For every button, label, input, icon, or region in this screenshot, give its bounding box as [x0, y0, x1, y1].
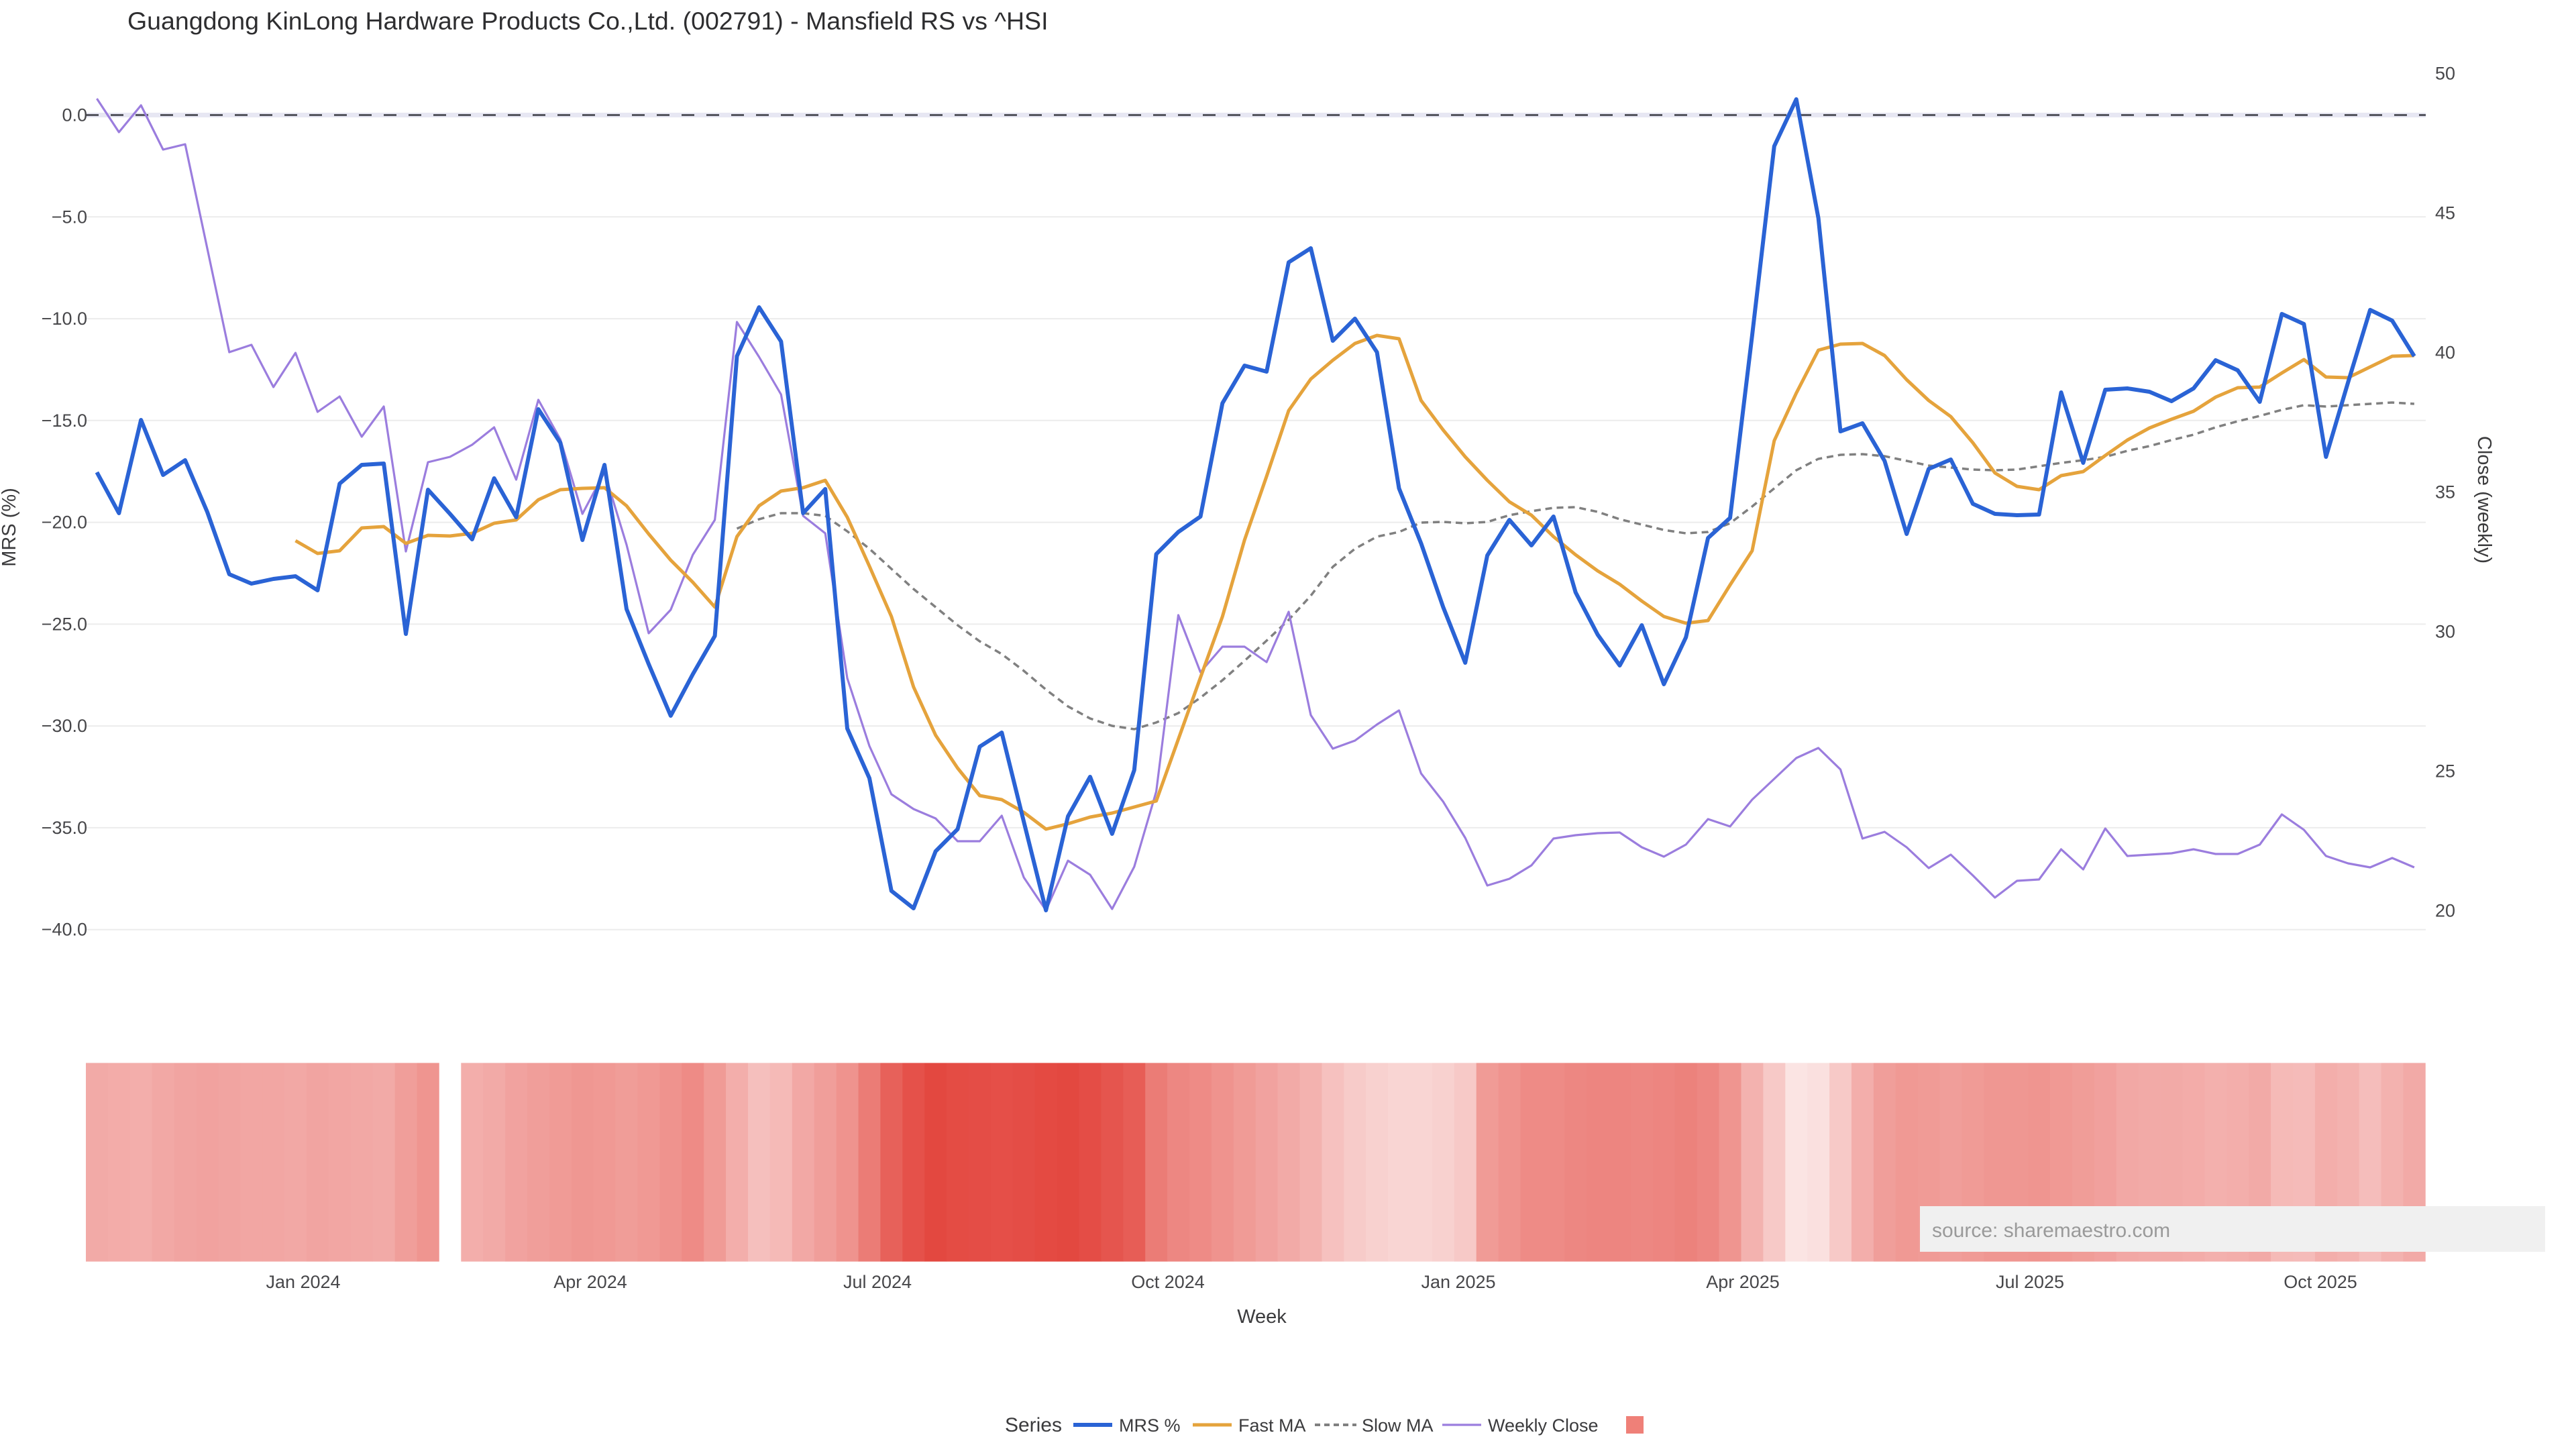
svg-text:−35.0: −35.0	[42, 818, 87, 838]
svg-text:30: 30	[2435, 622, 2455, 642]
svg-text:source: sharemaestro.com: source: sharemaestro.com	[1932, 1220, 2170, 1242]
svg-text:Slow MA: Slow MA	[1362, 1415, 1434, 1436]
svg-text:−15.0: −15.0	[42, 411, 87, 431]
svg-text:Oct 2024: Oct 2024	[1131, 1272, 1205, 1292]
svg-text:Weekly Close: Weekly Close	[1488, 1415, 1599, 1436]
svg-text:MRS %: MRS %	[1119, 1415, 1181, 1436]
svg-text:Jul 2024: Jul 2024	[843, 1272, 912, 1292]
svg-text:−25.0: −25.0	[42, 614, 87, 634]
svg-text:−20.0: −20.0	[42, 513, 87, 533]
svg-text:45: 45	[2435, 203, 2455, 223]
svg-text:Jan 2025: Jan 2025	[1421, 1272, 1495, 1292]
svg-text:MRS (%): MRS (%)	[0, 488, 20, 567]
svg-text:Jan 2024: Jan 2024	[266, 1272, 340, 1292]
svg-text:−30.0: −30.0	[42, 716, 87, 736]
svg-text:Apr 2025: Apr 2025	[1706, 1272, 1780, 1292]
svg-text:0.0: 0.0	[62, 105, 87, 125]
svg-text:35: 35	[2435, 482, 2455, 502]
svg-text:Guangdong KinLong Hardware Pro: Guangdong KinLong Hardware Products Co.,…	[127, 7, 1049, 35]
svg-text:Apr 2024: Apr 2024	[553, 1272, 627, 1292]
svg-text:−40.0: −40.0	[42, 920, 87, 940]
svg-text:40: 40	[2435, 343, 2455, 363]
svg-text:Oct 2025: Oct 2025	[2284, 1272, 2357, 1292]
svg-text:Close (weekly): Close (weekly)	[2473, 436, 2495, 564]
svg-text:Week: Week	[1237, 1306, 1287, 1328]
svg-text:Fast MA: Fast MA	[1238, 1415, 1306, 1436]
svg-text:Series: Series	[1005, 1414, 1062, 1436]
svg-text:50: 50	[2435, 64, 2455, 84]
svg-text:Jul 2025: Jul 2025	[1996, 1272, 2064, 1292]
svg-text:−5.0: −5.0	[52, 207, 87, 227]
svg-text:20: 20	[2435, 901, 2455, 921]
svg-text:−10.0: −10.0	[42, 309, 87, 329]
svg-text:25: 25	[2435, 761, 2455, 782]
